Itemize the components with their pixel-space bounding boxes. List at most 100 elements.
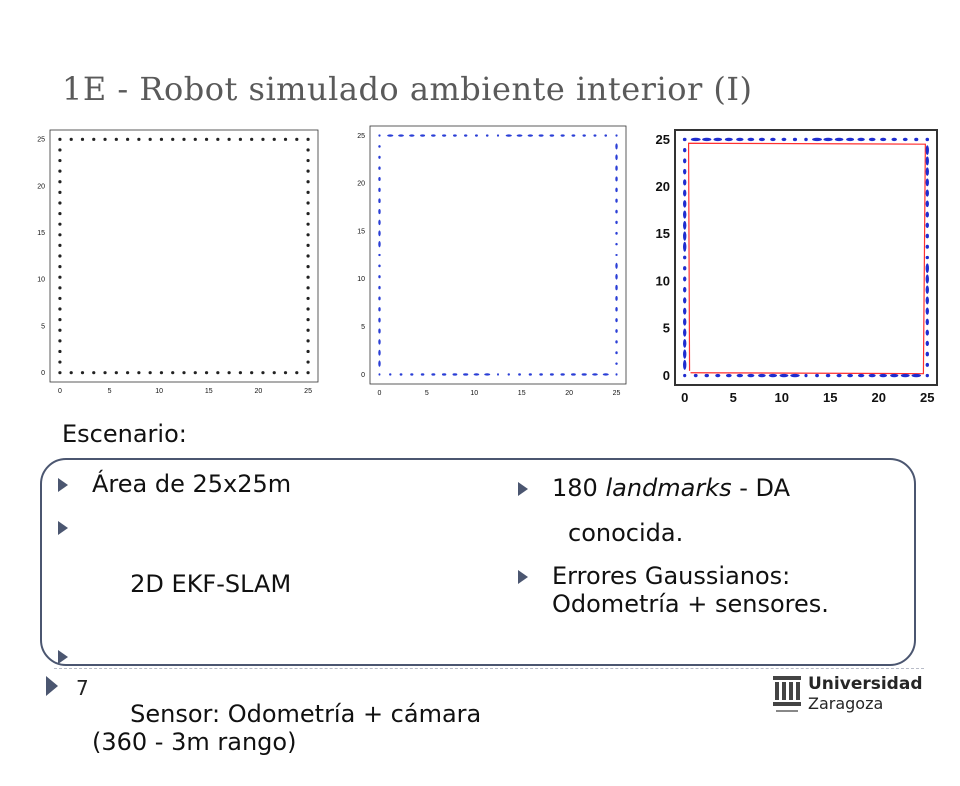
landmark-ellipse xyxy=(683,255,687,260)
landmark-ellipse xyxy=(387,134,394,137)
landmark-point xyxy=(58,190,62,194)
landmark-ellipse xyxy=(683,359,687,370)
landmark-ellipse xyxy=(683,158,687,164)
x-tick-label: 25 xyxy=(304,388,312,395)
landmark-point xyxy=(58,286,62,290)
landmark-ellipse xyxy=(758,373,766,378)
landmark-ellipse xyxy=(683,297,687,304)
landmark-ellipse xyxy=(683,231,687,241)
landmark-point xyxy=(306,137,310,141)
x-tick-label: 20 xyxy=(255,388,263,395)
page-number: 7 xyxy=(76,676,89,700)
landmark-ellipse xyxy=(484,373,491,376)
landmark-point xyxy=(182,137,186,141)
landmark-ellipse xyxy=(925,340,929,346)
landmark-ellipse xyxy=(715,373,721,378)
landmark-ellipse xyxy=(378,155,381,159)
landmark-point xyxy=(137,137,141,141)
landmark-point xyxy=(306,371,310,375)
landmark-ellipse xyxy=(581,373,587,376)
landmark-ellipse xyxy=(683,318,687,326)
landmark-ellipse xyxy=(615,231,618,235)
triangle-right-icon xyxy=(58,478,68,492)
landmark-ellipse xyxy=(925,255,929,260)
landmark-ellipse xyxy=(378,219,381,226)
landmark-ellipse xyxy=(615,351,618,355)
x-tick-label: 15 xyxy=(518,390,526,397)
landmark-ellipse xyxy=(378,285,381,290)
landmark-ellipse xyxy=(378,166,381,170)
landmark-ellipse xyxy=(442,134,447,137)
landmark-ellipse xyxy=(378,373,381,376)
y-tick-label: 5 xyxy=(663,321,670,336)
landmark-ellipse xyxy=(925,285,929,294)
landmark-ellipse xyxy=(747,137,755,142)
landmark-point xyxy=(114,371,118,375)
landmark-point xyxy=(306,201,310,205)
landmark-ellipse xyxy=(507,373,510,376)
landmark-point xyxy=(306,265,310,269)
landmark-ellipse xyxy=(683,286,687,293)
x-tick-label: 0 xyxy=(681,390,688,405)
landmark-ellipse xyxy=(725,373,732,378)
landmark-ellipse xyxy=(463,134,468,137)
landmark-point xyxy=(58,275,62,279)
landmark-ellipse xyxy=(890,373,899,378)
landmark-ellipse xyxy=(758,137,765,142)
landmark-ellipse xyxy=(378,275,381,279)
landmark-ellipse xyxy=(378,145,381,148)
landmark-ellipse xyxy=(473,373,480,376)
landmark-ellipse xyxy=(683,148,687,153)
university-emblem-icon xyxy=(773,676,801,712)
landmark-ellipse xyxy=(615,198,618,203)
landmark-point xyxy=(227,137,231,141)
landmark-point xyxy=(126,371,130,375)
landmark-ellipse xyxy=(736,137,744,142)
landmark-point xyxy=(306,148,310,152)
landmark-point xyxy=(58,254,62,258)
landmark-ellipse xyxy=(925,137,930,142)
triangle-right-icon xyxy=(58,520,68,535)
landmark-ellipse xyxy=(925,296,929,305)
footer-divider xyxy=(54,668,924,669)
landmark-point xyxy=(306,328,310,332)
landmark-point xyxy=(306,296,310,301)
y-tick-label: 15 xyxy=(656,226,670,241)
landmark-ellipse xyxy=(615,295,618,301)
landmark-ellipse xyxy=(378,177,381,181)
landmark-point xyxy=(272,371,276,375)
bullet-sensor: Sensor: Odometría + cámara (360 - 3m ran… xyxy=(48,642,518,786)
landmark-ellipse xyxy=(768,373,778,378)
landmarks-count: 180 xyxy=(552,474,606,502)
landmark-ellipse xyxy=(857,373,865,378)
landmark-point xyxy=(58,296,62,301)
x-tick-label: 0 xyxy=(58,388,62,395)
landmark-ellipse xyxy=(683,168,687,175)
landmark-point xyxy=(306,286,310,290)
y-tick-label: 25 xyxy=(357,133,365,140)
landmark-ellipse xyxy=(615,262,618,269)
landmark-ellipse xyxy=(582,134,586,137)
ekf-slam-estimate-plot: 0 5 10 15 20 25 0 5 10 15 20 25 xyxy=(357,125,627,397)
landmark-ellipse xyxy=(736,373,744,378)
bullet-ekf-slam-text: 2D EKF-SLAM xyxy=(122,570,292,599)
landmark-point xyxy=(80,137,85,141)
bullet-errors-text: Errores Gaussianos: Odometría + sensores… xyxy=(552,561,829,619)
landmark-point xyxy=(58,222,62,226)
landmark-ellipse xyxy=(925,274,929,284)
landmark-ellipse xyxy=(378,240,381,248)
landmark-ellipse xyxy=(615,307,618,312)
landmark-ellipse xyxy=(615,273,618,280)
landmark-ellipse xyxy=(604,134,608,137)
landmark-point xyxy=(58,371,62,375)
landmark-ellipse xyxy=(900,373,910,378)
landmark-point xyxy=(58,233,62,237)
landmark-ellipse xyxy=(925,373,929,378)
landmark-ellipse xyxy=(683,307,687,315)
landmark-ellipse xyxy=(497,373,499,376)
landmark-point xyxy=(103,371,107,375)
landmark-point xyxy=(58,148,62,152)
landmark-ellipse xyxy=(560,134,565,137)
landmark-ellipse xyxy=(925,200,929,208)
plot-frame xyxy=(369,125,627,385)
